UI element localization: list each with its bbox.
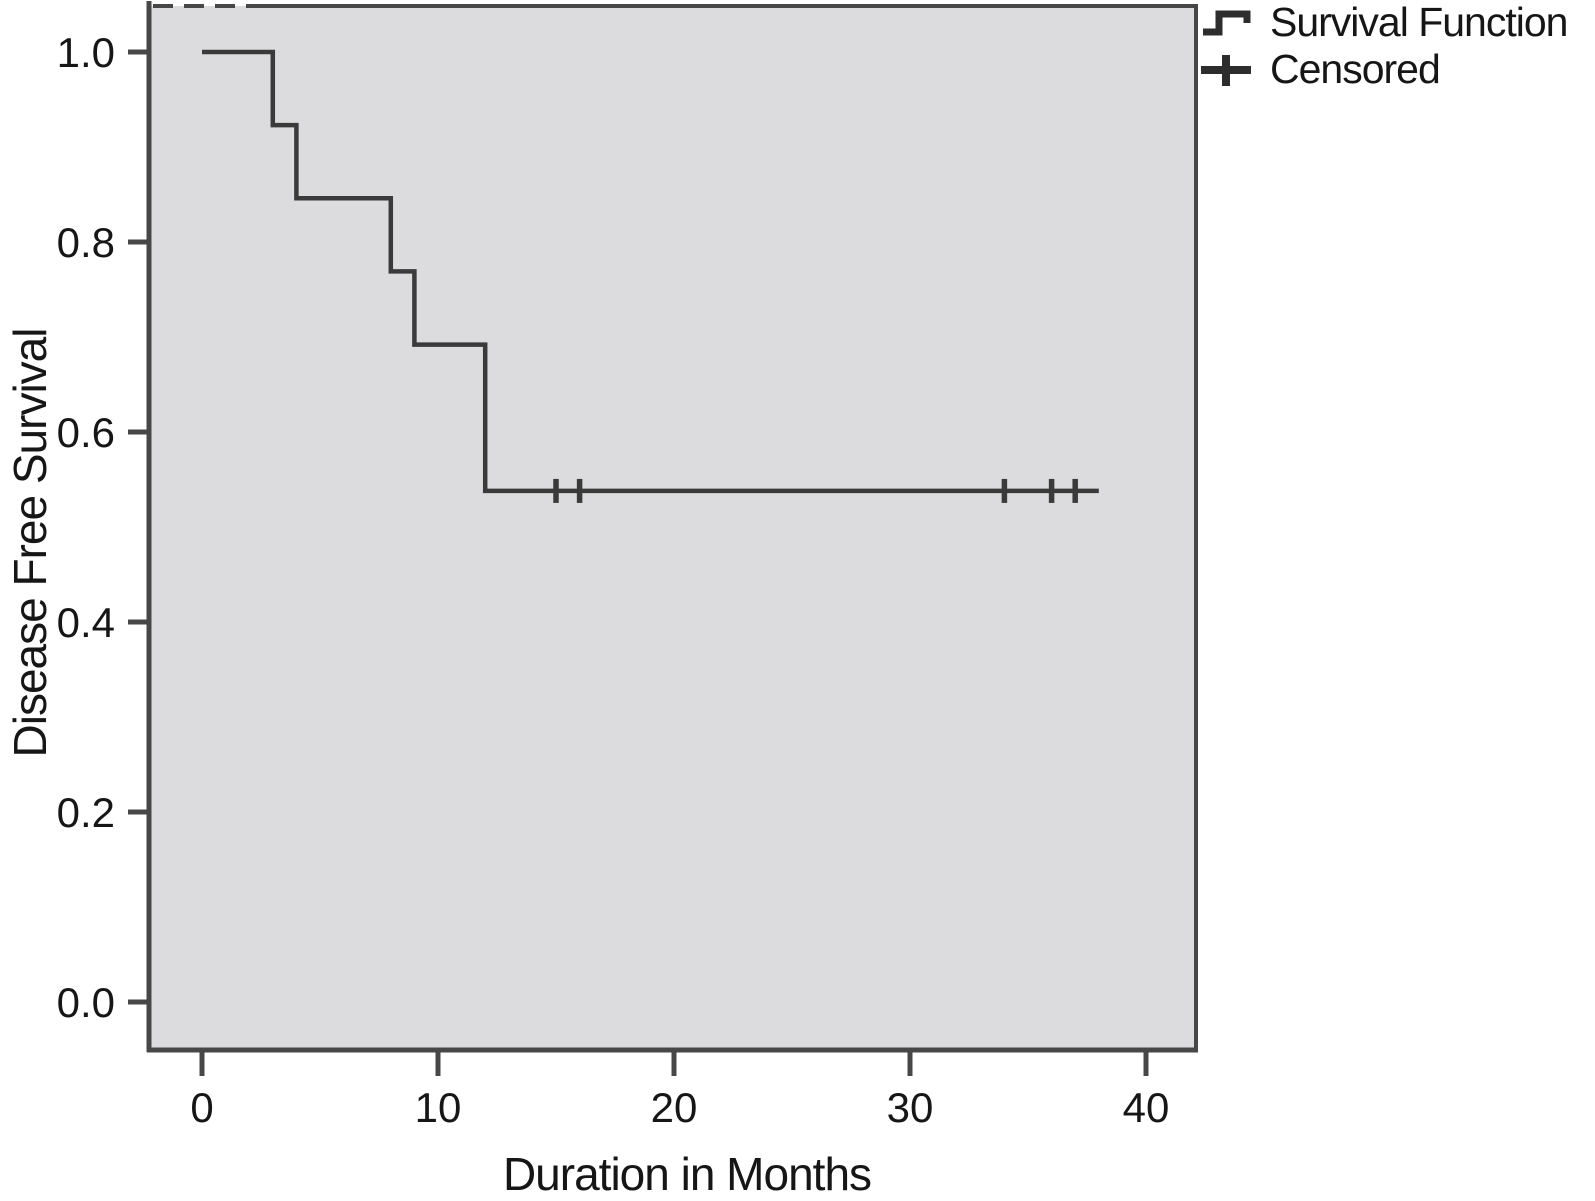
y-tick-label-0.2: 0.2 — [57, 789, 115, 836]
x-axis-title: Duration in Months — [502, 1148, 872, 1200]
x-tick-label-20: 20 — [651, 1084, 698, 1131]
x-tick-label-30: 30 — [887, 1084, 934, 1131]
plot-background — [149, 6, 1196, 1050]
y-tick-label-0.4: 0.4 — [57, 599, 115, 646]
plus-tick-icon — [1201, 54, 1251, 86]
legend-label-censored: Censored — [1270, 46, 1441, 92]
y-tick-label-0.8: 0.8 — [57, 219, 115, 266]
survival-step-curve — [202, 49, 1099, 494]
y-tick-label-1.0: 1.0 — [57, 29, 115, 76]
legend-item-survival-function: Survival Function — [1200, 0, 1568, 45]
x-tick-label-40: 40 — [1123, 1084, 1170, 1131]
x-tick-label-0: 0 — [190, 1084, 213, 1131]
y-tick-label-0.6: 0.6 — [57, 409, 115, 456]
x-tick-label-10: 10 — [415, 1084, 462, 1131]
y-tick-label-0.0: 0.0 — [57, 979, 115, 1026]
legend-label-survival-function: Survival Function — [1270, 0, 1568, 45]
legend-item-censored: Censored — [1200, 46, 1567, 92]
y-axis-title: Disease Free Survival — [4, 328, 56, 758]
step-line-icon — [1203, 10, 1251, 35]
legend: Survival Function Censored — [1200, 0, 1568, 92]
